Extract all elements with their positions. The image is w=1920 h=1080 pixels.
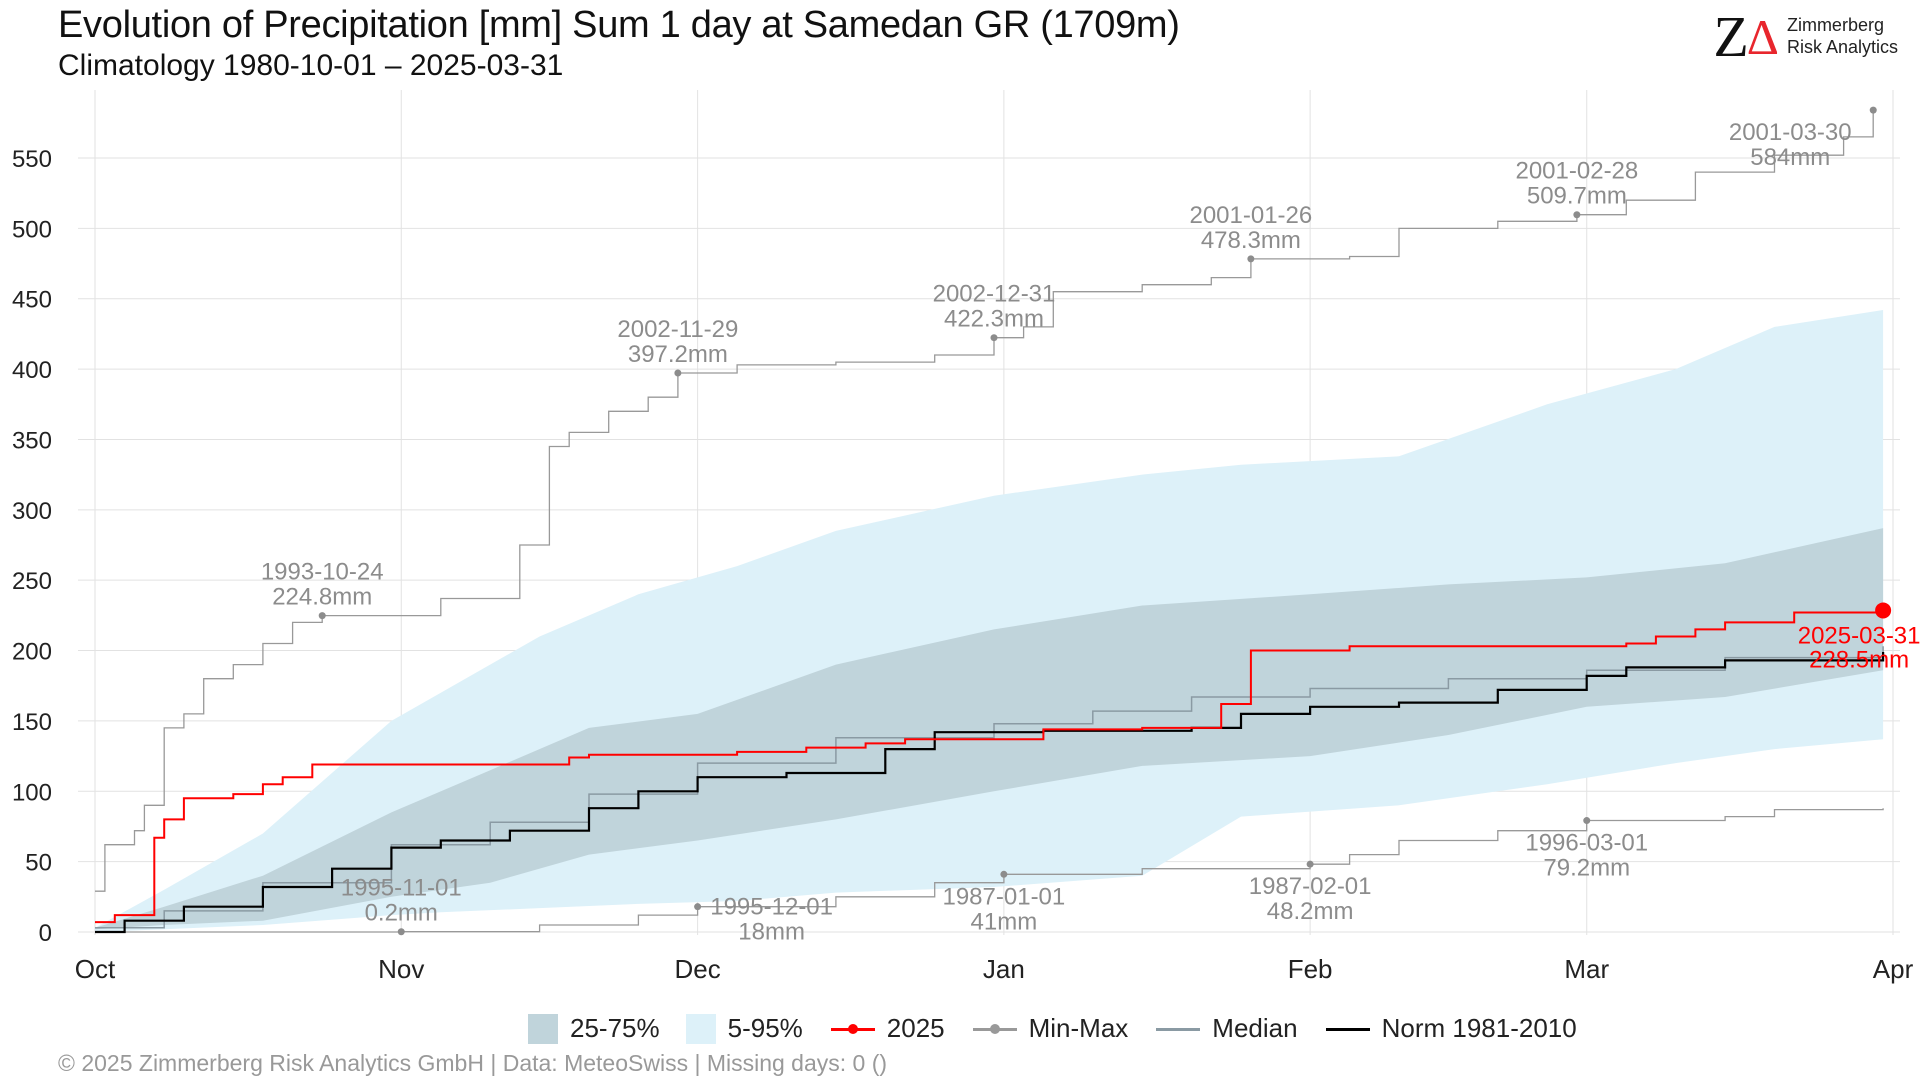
legend-item-iqr: 25-75% [528,1013,660,1044]
y-tick-label: 50 [25,850,52,877]
annotation-point [990,334,998,342]
annotation-point [1583,817,1591,825]
annotation-value: 397.2mm [628,341,728,368]
y-tick-label: 550 [12,146,52,173]
legend-swatch-p90 [685,1013,716,1044]
annotation-date: 2001-01-26 [1189,202,1312,229]
legend-label: 25-75% [570,1013,660,1043]
company-logo: Z Δ Zimmerberg Risk Analytics [1713,8,1898,66]
x-tick-label: Feb [1288,954,1333,984]
annotation-value: 224.8mm [272,584,372,611]
x-tick-label: Jan [983,954,1025,984]
annotation-date: 2001-02-28 [1515,158,1638,185]
y-tick-label: 250 [12,568,52,595]
series-line-max [95,110,1874,892]
y-tick-label: 200 [12,639,52,666]
annotation-value: 478.3mm [1201,227,1301,254]
annotation-date: 1995-11-01 [341,875,462,902]
logo-mark-delta: Δ [1746,9,1779,65]
band-25-75 [95,528,1884,930]
annotation-value: 422.3mm [944,306,1044,333]
y-tick-label: 300 [12,498,52,525]
annotation-value: 0.2mm [365,900,438,927]
y-tick-label: 350 [12,427,52,454]
x-tick-label: Apr [1873,954,1914,984]
annotation-point [318,612,326,620]
annotation-date: 1993-10-24 [261,559,384,586]
legend-item-p90: 5-95% [685,1013,803,1044]
y-tick-label: 150 [12,709,52,736]
logo-line-2: Risk Analytics [1786,37,1898,57]
annotation-date: 1987-01-01 [942,883,1065,910]
chart-legend: 25-75% 5-95% 2025 Min-Max Median Norm 1981-20… [528,1013,1577,1044]
annotation-point [397,928,405,936]
y-tick-label: 450 [12,287,52,314]
annotation-value: 79.2mm [1543,855,1630,882]
y-tick-label: 500 [12,216,52,243]
annotation-date: 2002-12-31 [933,281,1056,308]
annotation-point [1573,211,1581,219]
annotation-point [694,903,702,911]
legend-line-stroke [1325,1027,1370,1031]
y-tick-label: 0 [39,920,52,947]
legend-item-median: Median [1154,1013,1298,1044]
annotation-value: 509.7mm [1527,183,1627,210]
chart-subtitle: Climatology 1980-10-01 – 2025-03-31 [58,49,564,82]
series-line-norm [95,652,1885,934]
series-line-min [95,808,1884,933]
y-tick-label: 400 [12,357,52,384]
annotation-value: 41mm [971,908,1038,935]
series-lines [95,110,1885,934]
legend-line-norm [1324,1016,1372,1042]
legend-line-stroke [1156,1027,1201,1031]
title-block: Evolution of Precipitation [mm] Sum 1 da… [58,4,1180,83]
legend-label: Norm 1981-2010 [1381,1013,1577,1043]
annotation-value: 228.5mm [1809,646,1909,673]
x-tick-label: Mar [1564,954,1609,984]
legend-line-marker [847,1023,858,1034]
annotation-point [1000,870,1008,878]
footer-credits: © 2025 Zimmerberg Risk Analytics GmbH | … [58,1050,888,1076]
x-tick-label: Nov [378,954,424,984]
legend-label: Median [1212,1013,1298,1043]
legend-label: 5-95% [727,1013,803,1043]
annotation-value: 48.2mm [1267,898,1354,925]
annotation-date: 2001-03-30 [1729,119,1852,146]
annotation-point [674,369,682,377]
logo-line-1: Zimmerberg [1786,15,1884,36]
legend-swatch-iqr [528,1013,558,1044]
legend-line-marker [989,1023,1000,1034]
annotation-value: 584mm [1750,144,1830,171]
x-tick-label: Oct [75,954,116,984]
percentile-bands [95,310,1884,932]
annotation-point [1247,255,1255,263]
x-tick-label: Dec [675,954,721,984]
annotation-date: 2002-11-29 [617,316,738,343]
legend-line-minmax [971,1016,1019,1042]
logo-mark-z: Z [1713,4,1749,69]
legend-item-norm: Norm 1981-2010 [1324,1013,1577,1044]
legend-line-current [829,1016,877,1042]
legend-line-median [1154,1016,1202,1042]
annotation-date: 1987-02-01 [1249,873,1372,900]
annotation-point [1875,602,1892,619]
annotation-date: 1996-03-01 [1525,830,1648,857]
legend-item-minmax: Min-Max [971,1013,1129,1044]
logo-text: Zimmerberg Risk Analytics [1787,15,1898,58]
annotation-date: 1995-12-01 [710,894,833,921]
y-tick-label: 100 [12,779,52,806]
annotation-point [1869,106,1877,114]
chart-title: Evolution of Precipitation [mm] Sum 1 da… [58,4,1180,46]
axes: 0 50 100 150 200 250 300 350 400 450 500 550 Oct Nov D… [12,146,1914,984]
annotation-date: 2025-03-31 [1798,622,1920,649]
annotation-value: 18mm [738,919,805,946]
series-line-current [95,610,1885,924]
legend-label: 2025 [886,1013,945,1043]
legend-label: Min-Max [1028,1013,1129,1043]
annotation-point [1306,860,1314,868]
legend-item-current: 2025 [829,1013,945,1044]
